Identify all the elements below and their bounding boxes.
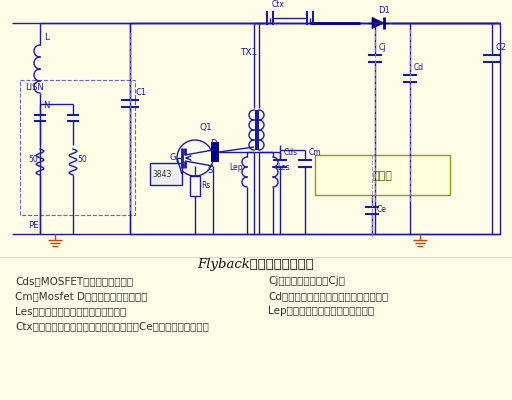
Text: Les：变压器副边对其他绕组的漏感，: Les：变压器副边对其他绕组的漏感，	[15, 306, 126, 316]
Text: Cj：二极管的节电容Cj，: Cj：二极管的节电容Cj，	[268, 276, 345, 286]
Text: Lep: Lep	[229, 163, 243, 172]
Text: Q1: Q1	[200, 123, 213, 132]
Bar	[190, 176, 200, 196]
Text: Les: Les	[277, 163, 290, 172]
Text: PE: PE	[28, 221, 38, 230]
Text: L: L	[44, 33, 49, 42]
Text: Lep：变压器原边对其他绕组的漏感: Lep：变压器原边对其他绕组的漏感	[268, 306, 374, 316]
Bar	[211, 142, 219, 162]
Text: Cj: Cj	[379, 43, 387, 52]
Text: C1: C1	[135, 88, 146, 97]
Polygon shape	[372, 17, 384, 29]
Text: C2: C2	[496, 43, 507, 52]
Text: Ctx：变压器原边与副边之间的杂散电容，Ce：散热片对地的电容: Ctx：变压器原边与副边之间的杂散电容，Ce：散热片对地的电容	[15, 321, 209, 331]
Text: Rs: Rs	[201, 181, 210, 190]
Text: LISN: LISN	[25, 83, 44, 92]
Bar	[315, 155, 450, 195]
Text: Cm: Cm	[309, 148, 322, 157]
Text: D1: D1	[378, 6, 390, 15]
Text: G: G	[170, 153, 177, 162]
Bar	[150, 163, 182, 185]
Text: Ctx: Ctx	[272, 0, 285, 9]
Text: TX1: TX1	[240, 48, 257, 57]
Text: N: N	[43, 101, 49, 110]
Bar	[130, 23, 500, 234]
Text: Ce: Ce	[377, 205, 387, 214]
Text: Flyback架构高频等效模型: Flyback架构高频等效模型	[198, 258, 314, 271]
Text: Cm：Mosfet D极对散热片杂散电容，: Cm：Mosfet D极对散热片杂散电容，	[15, 291, 147, 301]
Text: S: S	[207, 166, 212, 175]
Text: 50: 50	[77, 155, 87, 164]
Text: 3843: 3843	[152, 170, 172, 179]
Text: Cd: Cd	[414, 63, 424, 72]
Text: 50: 50	[28, 155, 38, 164]
Text: D: D	[210, 139, 217, 148]
Text: 散热片: 散热片	[373, 171, 392, 181]
Text: Cds: Cds	[284, 148, 298, 157]
Text: Cd：输出二极管负极对散热片的杂散电容: Cd：输出二极管负极对散热片的杂散电容	[268, 291, 388, 301]
Text: Cds：MOSFET的寄生等效电容，: Cds：MOSFET的寄生等效电容，	[15, 276, 133, 286]
